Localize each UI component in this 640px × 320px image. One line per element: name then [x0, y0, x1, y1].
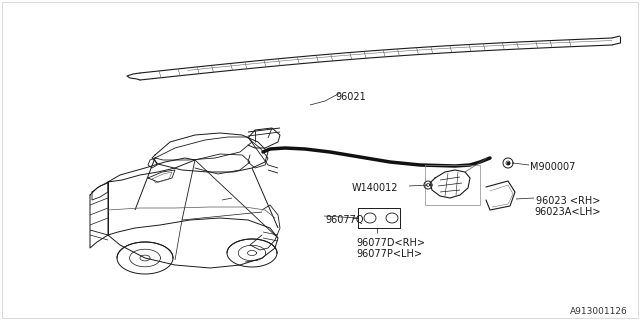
Text: 96023A<LH>: 96023A<LH>: [534, 207, 600, 217]
Text: M900007: M900007: [530, 162, 575, 172]
Text: 96021: 96021: [335, 92, 365, 102]
Text: 96077D<RH>: 96077D<RH>: [356, 238, 425, 248]
Text: A913001126: A913001126: [570, 307, 628, 316]
Text: 96077P<LH>: 96077P<LH>: [356, 249, 422, 259]
Text: 96077Q: 96077Q: [325, 215, 364, 225]
Text: 96023 <RH>: 96023 <RH>: [536, 196, 600, 206]
Text: W140012: W140012: [352, 183, 399, 193]
